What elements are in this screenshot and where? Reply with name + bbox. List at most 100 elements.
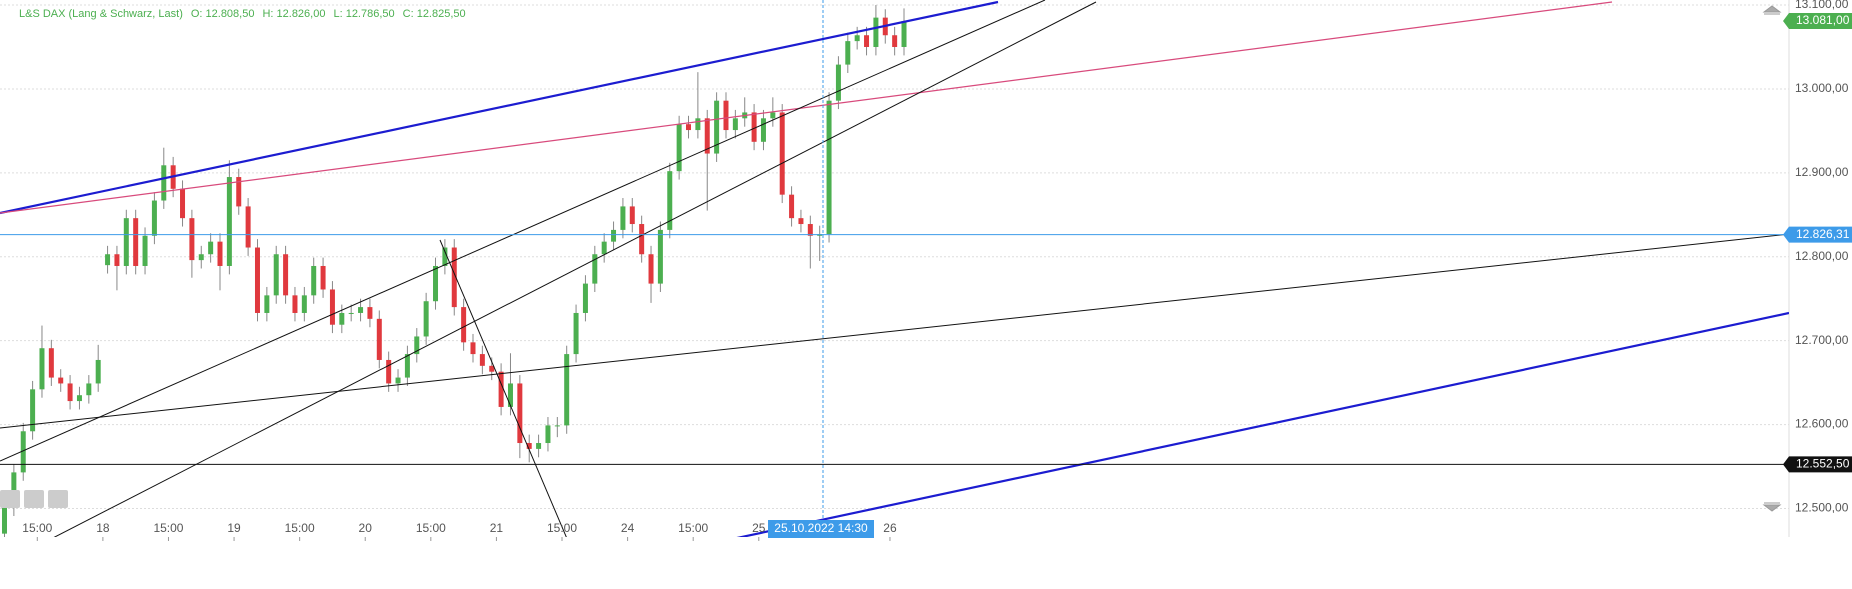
candle-body: [245, 206, 251, 248]
y-tick-label: 12.500,00: [1795, 501, 1849, 515]
header-item: C: 12.825,50: [403, 8, 466, 20]
candle-body: [648, 254, 654, 284]
candle-body: [835, 64, 841, 101]
candle-body: [30, 389, 36, 432]
candle-body: [723, 100, 729, 131]
candle-body: [657, 229, 663, 284]
x-tick-label: 21: [490, 521, 504, 535]
candle-body: [854, 35, 860, 42]
candle-body: [770, 112, 776, 119]
price-label: 12.826,31: [1796, 227, 1850, 241]
candle-body: [95, 359, 101, 384]
candle-body: [142, 235, 148, 266]
x-tick-label: 15:00: [416, 521, 446, 535]
candle-body: [807, 224, 813, 236]
trend-line: [53, 1, 1097, 537]
candle-body: [629, 206, 635, 225]
price-label-box: [1783, 226, 1852, 243]
candle-body: [789, 194, 795, 219]
candle-body: [292, 295, 298, 313]
candle-body: [301, 295, 307, 313]
y-tick-label: 12.900,00: [1795, 165, 1849, 179]
candle-body: [114, 254, 120, 266]
candle-body: [667, 171, 673, 230]
candle-body: [358, 307, 364, 313]
candle-body: [461, 307, 467, 343]
candle-body: [1, 507, 7, 534]
candle-body: [48, 348, 54, 378]
candle-body: [367, 307, 373, 319]
x-tick-label: 20: [359, 521, 373, 535]
y-tick-label: 12.800,00: [1795, 249, 1849, 263]
candle-body: [507, 383, 513, 407]
candle-body: [620, 206, 626, 230]
candle-body: [433, 265, 439, 302]
price-label-box: [1783, 456, 1852, 473]
candle-body: [798, 218, 804, 225]
trend-line: [736, 311, 1789, 537]
price-label: 12.552,50: [1796, 457, 1850, 471]
y-tick-label: 13.100,00: [1795, 0, 1849, 11]
candle-body: [582, 283, 588, 313]
candle-body: [283, 254, 289, 296]
tool-button[interactable]: [0, 490, 20, 508]
candle-body: [105, 254, 111, 266]
x-tick-label: 15:00: [678, 521, 708, 535]
candle-body: [442, 247, 448, 266]
x-tick-label: 26: [883, 521, 897, 535]
candle-body: [58, 377, 64, 384]
candle-body: [639, 224, 645, 255]
candle-body: [76, 395, 82, 402]
header-item: L: 12.786,50: [333, 8, 394, 20]
candle-body: [451, 247, 457, 308]
candle-body: [20, 431, 26, 473]
crosshair-time-box: [768, 520, 874, 538]
candle-body: [39, 348, 45, 390]
candle-body: [470, 342, 476, 355]
candle-body: [208, 241, 214, 255]
candle-body: [226, 177, 232, 266]
candle-body: [320, 265, 326, 290]
candle-body: [86, 383, 92, 396]
candle-body: [151, 200, 157, 236]
scroll-down[interactable]: [1762, 502, 1782, 512]
y-tick-label: 13.000,00: [1795, 81, 1849, 95]
candle-body: [236, 177, 242, 207]
candle-body: [479, 354, 485, 366]
candle-body: [545, 425, 551, 444]
x-axis: 15:00 18 15:00 19 15:00 20 15:00 21 15:00 24 15:00…: [22, 521, 897, 541]
candle-body: [198, 254, 204, 261]
candles: [1, 5, 907, 537]
x-tick-label: 15:00: [547, 521, 577, 535]
crosshair-time: 25.10.2022 14:30: [774, 521, 868, 535]
x-tick-label: 25: [752, 521, 766, 535]
scroll-up[interactable]: [1762, 5, 1782, 15]
candle-body: [264, 295, 270, 313]
candle-body: [517, 383, 523, 444]
candle-body: [601, 241, 607, 255]
tool-button[interactable]: [48, 490, 68, 508]
candle-body: [845, 41, 851, 65]
candle-body: [779, 112, 785, 195]
candle-body: [826, 100, 832, 235]
candle-body: [704, 118, 710, 154]
candle-body: [714, 100, 720, 154]
candle-body: [311, 265, 317, 296]
candle-body: [273, 254, 279, 296]
candle-body: [901, 20, 907, 47]
x-tick-label: 24: [621, 521, 635, 535]
tool-button[interactable]: [24, 490, 44, 508]
candle-body: [892, 35, 898, 47]
candle-body: [133, 218, 139, 266]
chart-header: L&S DAX (Lang & Schwarz, Last) O: 12.808,…: [19, 8, 466, 20]
x-tick-label: 15:00: [22, 521, 52, 535]
toolbar: [0, 5, 1782, 512]
candle-body: [592, 254, 598, 284]
candle-body: [573, 312, 579, 355]
candle-body: [695, 118, 701, 131]
candle-body: [414, 336, 420, 355]
header-item: O: 12.808,50: [191, 8, 255, 20]
candle-body: [489, 365, 495, 372]
